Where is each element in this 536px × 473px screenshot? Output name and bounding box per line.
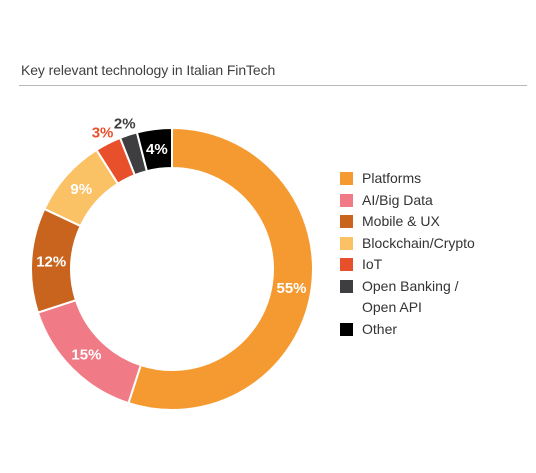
legend: Platforms AI/Big Data Mobile & UX Blockchai… (340, 168, 475, 340)
chart-title: Key relevant technology in Italian FinTe… (21, 62, 276, 78)
legend-label: IoT (362, 256, 383, 272)
donut-slice-0 (127, 126, 314, 411)
legend-label: Platforms (362, 170, 422, 186)
legend-label: Blockchain/Crypto (362, 234, 475, 251)
data-label-6: 4% (146, 141, 168, 158)
data-label-5: 2% (114, 115, 136, 132)
title-divider (19, 85, 527, 86)
legend-label: Mobile & UX (362, 213, 440, 229)
legend-label: Open Banking / Open API (362, 277, 459, 316)
legend-item: Blockchain/Crypto (340, 233, 475, 255)
legend-item: Open Banking / Open API (340, 276, 475, 319)
legend-swatch (340, 193, 353, 207)
legend-swatch (340, 172, 353, 185)
legend-label: Other (362, 320, 398, 337)
legend-swatch (340, 236, 353, 250)
data-label-4: 3% (92, 125, 114, 142)
legend-item: AI/Big Data (340, 190, 475, 212)
data-label-1: 15% (71, 347, 101, 364)
legend-swatch (340, 258, 353, 271)
legend-item: IoT (340, 254, 475, 276)
legend-item: Mobile & UX (340, 211, 475, 233)
legend-swatch (340, 322, 353, 336)
data-label-0: 55% (276, 280, 306, 297)
legend-label: AI/Big Data (362, 191, 433, 208)
data-label-3: 9% (70, 181, 92, 198)
legend-item: Platforms (340, 168, 475, 190)
data-label-2: 12% (36, 253, 66, 270)
donut-slice-6 (135, 126, 173, 173)
legend-item: Other (340, 319, 475, 341)
legend-swatch (340, 279, 353, 293)
legend-swatch (340, 215, 353, 228)
